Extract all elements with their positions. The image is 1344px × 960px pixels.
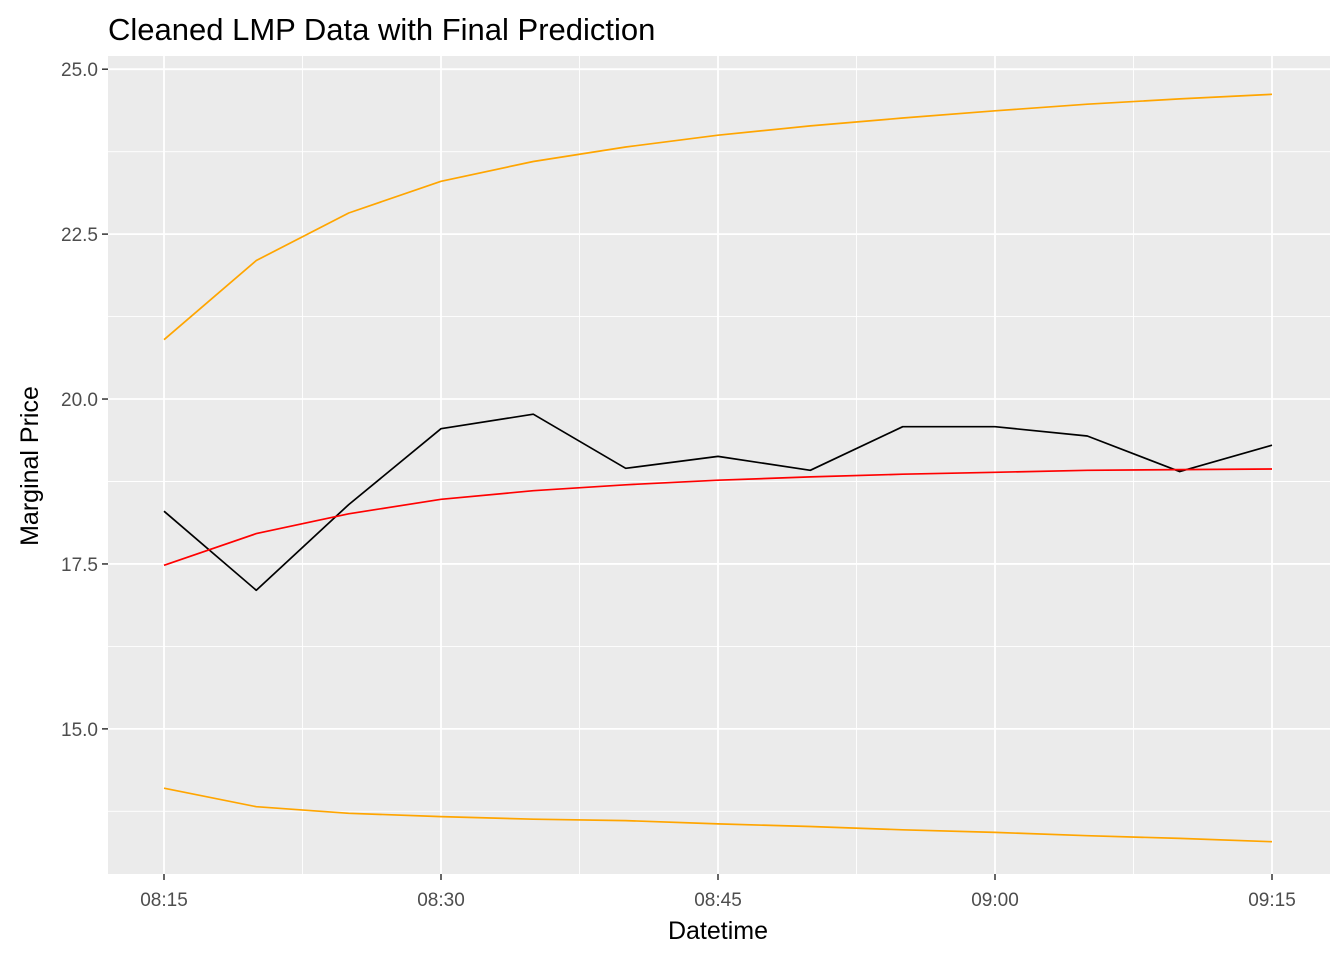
y-tick-label: 22.5 <box>61 225 98 246</box>
y-tick-label: 25.0 <box>61 60 98 81</box>
y-tick-label: 15.0 <box>61 720 98 741</box>
x-tick-label: 09:00 <box>971 890 1019 911</box>
x-tick-label: 09:15 <box>1248 890 1296 911</box>
y-tick-label: 20.0 <box>61 390 98 411</box>
x-axis-title: Datetime <box>668 917 768 945</box>
series-lines <box>163 93 1273 843</box>
minor-x-gridlines <box>302 56 1134 874</box>
y-axis-ticks: 15.0 17.5 20.0 22.5 25.0 <box>61 60 108 741</box>
x-tick-label: 08:30 <box>417 890 465 911</box>
x-tick-label: 08:15 <box>140 890 188 911</box>
major-y-gridlines <box>108 68 1330 730</box>
plot-panel <box>108 56 1330 874</box>
series-line-1 <box>163 413 1273 592</box>
minor-y-gridlines <box>108 151 1330 812</box>
major-x-gridlines <box>163 56 1273 874</box>
series-line-2 <box>163 468 1273 567</box>
series-line-4 <box>163 787 1273 843</box>
y-axis-title: Marginal Price <box>16 386 44 546</box>
y-tick-label: 17.5 <box>61 555 98 576</box>
series-line-3 <box>163 93 1273 341</box>
x-tick-label: 08:45 <box>694 890 742 911</box>
x-axis-ticks: 08:15 08:30 08:45 09:00 09:15 <box>140 874 1296 911</box>
chart-title: Cleaned LMP Data with Final Prediction <box>108 12 655 47</box>
